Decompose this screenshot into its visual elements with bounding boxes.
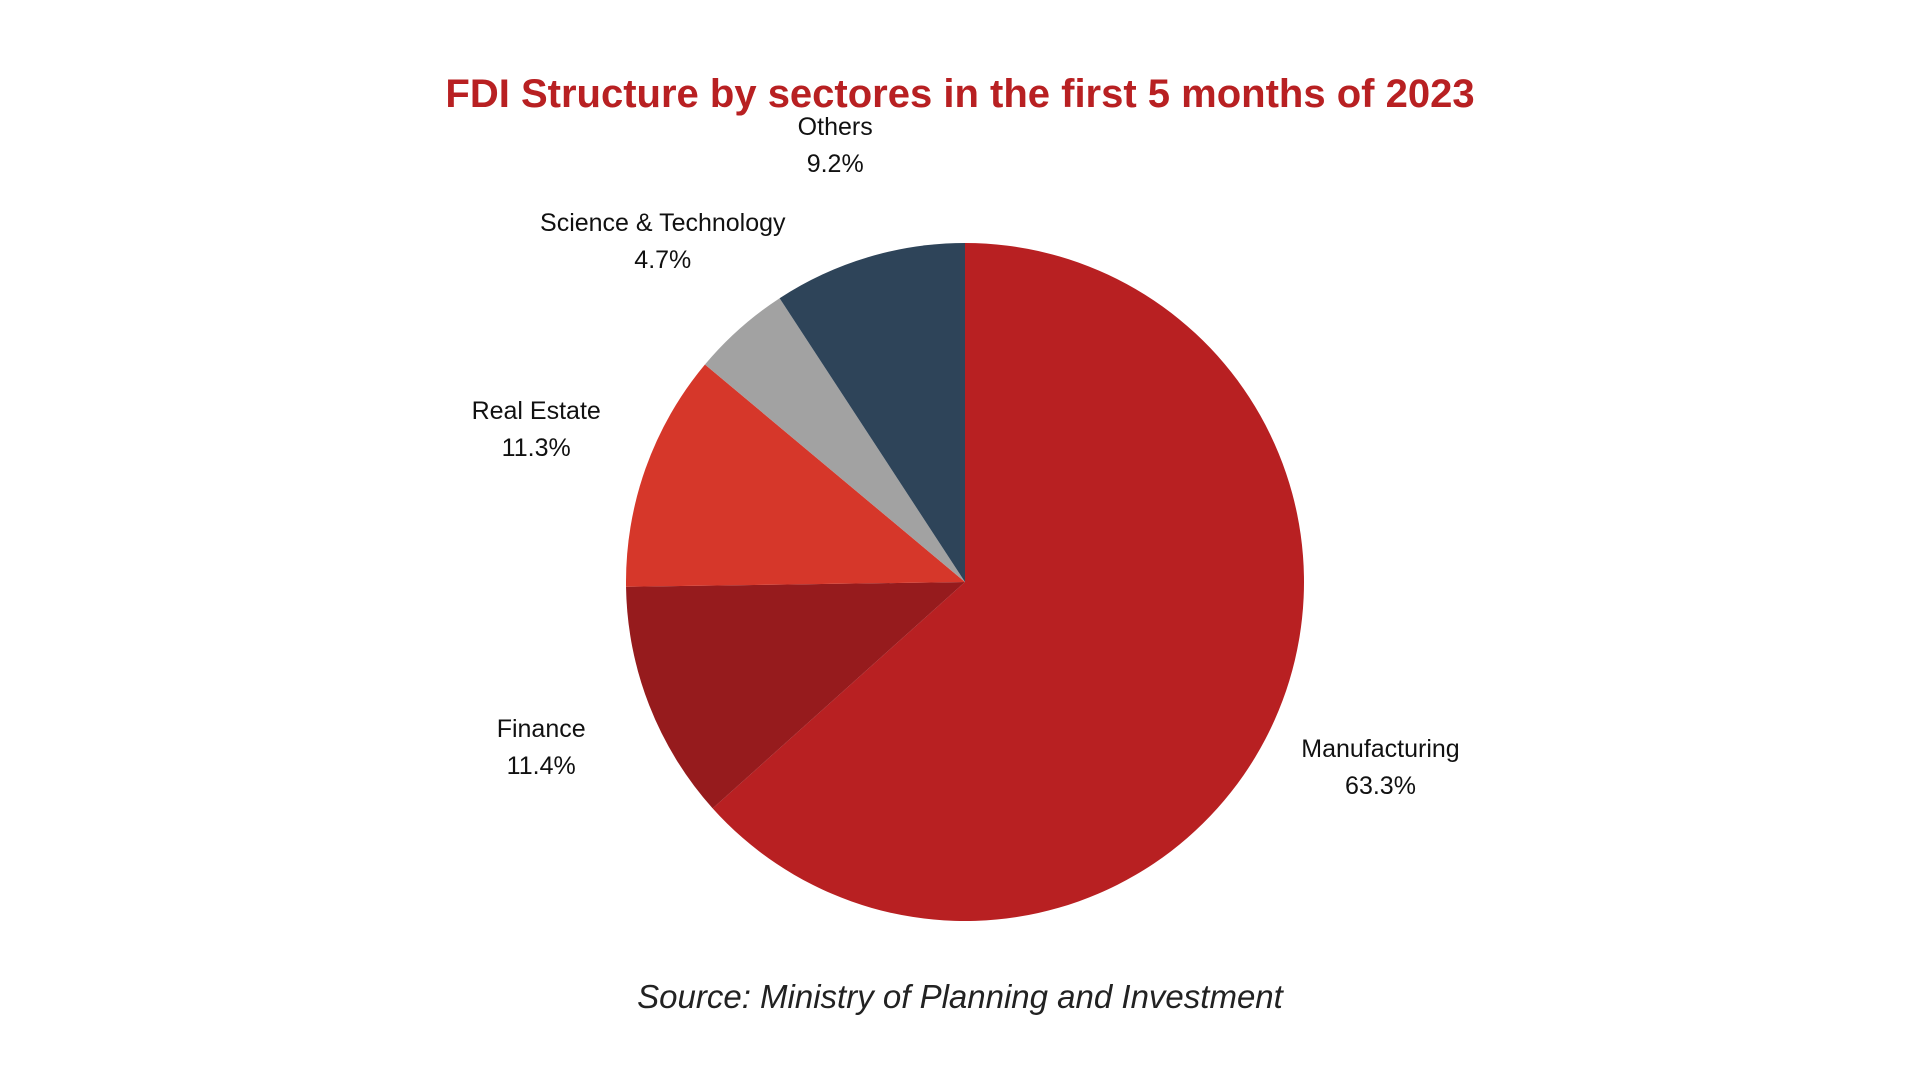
- pie-slice-manufacturing: [712, 243, 1305, 921]
- slice-value-label: 11.4%: [506, 751, 576, 780]
- slice-value-label: 9.2%: [806, 149, 864, 178]
- slice-label-real-estate: Real Estate 11.3%: [376, 393, 696, 467]
- chart-title: FDI Structure by sectores in the first 5…: [445, 72, 1475, 116]
- slice-category-label: Manufacturing: [1301, 734, 1460, 763]
- slice-value-label: 4.7%: [634, 245, 692, 274]
- slice-label-manufacturing: Manufacturing 63.3%: [1221, 731, 1541, 805]
- slice-category-label: Real Estate: [471, 396, 601, 425]
- source-note: Source: Ministry of Planning and Investm…: [637, 978, 1283, 1015]
- slice-category-label: Science & Technology: [540, 208, 786, 237]
- slice-label-science-and-technology: Science & Technology 4.7%: [503, 205, 823, 279]
- pie-slice-finance: [626, 582, 965, 809]
- slice-category-label: Others: [797, 112, 873, 141]
- slice-value-label: 63.3%: [1345, 771, 1416, 800]
- slice-label-finance: Finance 11.4%: [381, 711, 701, 785]
- slice-category-label: Finance: [496, 714, 586, 743]
- slice-label-others: Others 9.2%: [675, 109, 995, 183]
- slice-value-label: 11.3%: [501, 433, 571, 462]
- pie-slice-real-estate: [625, 364, 965, 587]
- pie-slice-others: [779, 243, 965, 582]
- pie-slice-science-and-technology: [704, 298, 965, 582]
